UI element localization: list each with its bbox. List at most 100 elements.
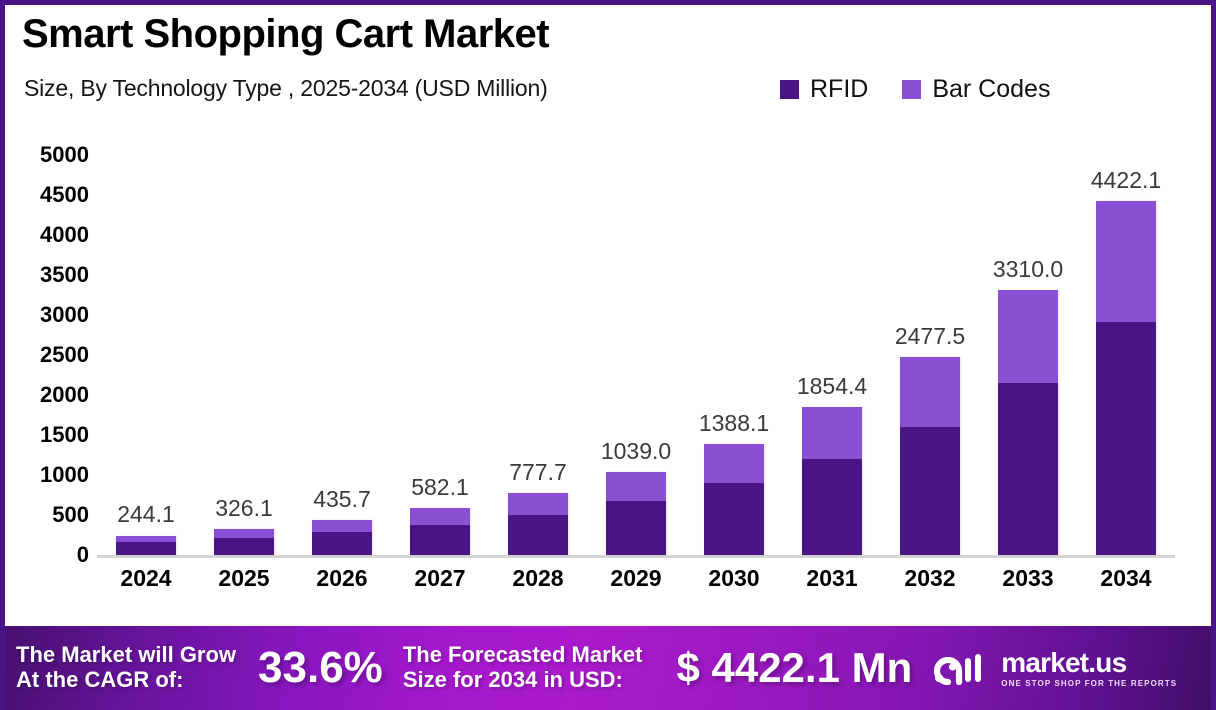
- bar-value-label: 244.1: [117, 501, 175, 528]
- x-axis-tick: 2032: [904, 565, 956, 591]
- market-us-logo-icon: [934, 654, 982, 685]
- y-axis-tick: 500: [52, 502, 89, 527]
- bar-group[interactable]: 777.7: [489, 155, 587, 555]
- x-axis-tick: 2024: [120, 565, 172, 591]
- legend-item-rfid[interactable]: RFID: [780, 77, 868, 102]
- bar-value-label: 1039.0: [600, 437, 672, 464]
- y-axis-tick: 4500: [40, 182, 89, 207]
- bar-segment-rfid[interactable]: [704, 483, 764, 555]
- bar-group[interactable]: 1388.1: [685, 155, 783, 555]
- bar-segment-rfid[interactable]: [410, 524, 470, 555]
- y-axis-tick: 2500: [40, 342, 89, 367]
- bar-value-label: 2477.5: [894, 322, 966, 349]
- plot-area: 244.1 326.1 435.7 582.1 777.7 1039.0 1388.1 185…: [97, 155, 1175, 558]
- cagr-caption: The Market will Grow At the CAGR of:: [16, 643, 236, 692]
- x-axis-tick: 2034: [1100, 565, 1152, 591]
- bar-group[interactable]: 582.1: [391, 155, 489, 555]
- x-axis-tick: 2026: [316, 565, 368, 591]
- x-axis-tick: 2028: [512, 565, 564, 591]
- y-axis-tick: 3000: [40, 302, 89, 327]
- bar-segment-bar-codes[interactable]: [998, 290, 1058, 384]
- cagr-caption-line2: At the CAGR of:: [16, 667, 184, 692]
- bar-segment-rfid[interactable]: [1096, 322, 1156, 555]
- logo-name: market.us: [1001, 646, 1127, 678]
- bar-stack[interactable]: [410, 508, 470, 555]
- chart-header: Smart Shopping Cart Market Size, By Tech…: [5, 5, 1211, 123]
- bar-segment-rfid[interactable]: [116, 542, 176, 555]
- bar-stack[interactable]: [900, 356, 960, 555]
- bar-value-label: 1388.1: [698, 409, 770, 436]
- forecast-caption-line1: The Forecasted Market: [402, 642, 643, 668]
- logo-tagline: ONE STOP SHOP FOR THE REPORTS: [1001, 678, 1178, 688]
- legend-swatch-bar-codes: [902, 80, 922, 99]
- x-axis-tick: 2029: [610, 565, 662, 591]
- stacked-bar-chart: 5000 4500 4000 3500 3000 2500 2000 1500 1000 500 0…: [5, 144, 1211, 610]
- bar-segment-rfid[interactable]: [998, 383, 1058, 555]
- bar-stack[interactable]: [998, 290, 1058, 555]
- bar-segment-bar-codes[interactable]: [214, 528, 274, 539]
- bar-stack[interactable]: [1096, 201, 1156, 555]
- x-axis-line: [97, 555, 1175, 558]
- bar-group[interactable]: 4422.1: [1077, 155, 1175, 555]
- bar-segment-rfid[interactable]: [312, 532, 372, 555]
- y-axis-tick: 2000: [40, 382, 89, 407]
- y-axis-tick: 1000: [40, 462, 89, 487]
- forecast-caption-line2: Size for 2034 in USD:: [402, 667, 623, 692]
- bar-segment-bar-codes[interactable]: [900, 356, 960, 427]
- bar-stack[interactable]: [312, 520, 372, 555]
- bar-segment-bar-codes[interactable]: [1096, 201, 1156, 323]
- forecast-value: $ 4422.1 Mn: [676, 644, 913, 691]
- bar-value-label: 1854.4: [796, 372, 868, 399]
- chart-legend: RFID Bar Codes: [780, 77, 1050, 102]
- bar-segment-rfid[interactable]: [508, 514, 568, 555]
- x-axis-tick: 2031: [806, 565, 858, 591]
- x-axis-tick: 2027: [414, 565, 466, 591]
- bar-segment-bar-codes[interactable]: [410, 508, 470, 525]
- bar-group[interactable]: 1039.0: [587, 155, 685, 555]
- legend-label-rfid: RFID: [810, 75, 869, 103]
- bar-stack[interactable]: [116, 535, 176, 555]
- bar-stack[interactable]: [704, 443, 764, 555]
- legend-item-bar-codes[interactable]: Bar Codes: [902, 77, 1050, 102]
- bar-value-label: 326.1: [215, 494, 273, 521]
- logo-wordmark: market.us ONE STOP SHOP FOR THE REPORTS: [1001, 646, 1178, 688]
- x-axis-tick: 2030: [708, 565, 760, 591]
- bar-value-label: 4422.1: [1090, 167, 1162, 194]
- market-us-logo[interactable]: market.us ONE STOP SHOP FOR THE REPORTS: [934, 646, 1178, 688]
- bar-segment-bar-codes[interactable]: [704, 443, 764, 484]
- y-axis: 5000 4500 4000 3500 3000 2500 2000 1500 1000 500 0: [5, 144, 89, 566]
- bar-segment-bar-codes[interactable]: [508, 492, 568, 515]
- bar-segment-bar-codes[interactable]: [312, 520, 372, 533]
- bar-value-label: 582.1: [411, 474, 469, 501]
- bar-group[interactable]: 2477.5: [881, 155, 979, 555]
- legend-label-bar-codes: Bar Codes: [932, 75, 1051, 103]
- x-axis-tick: 2033: [1002, 565, 1054, 591]
- bar-segment-rfid[interactable]: [606, 501, 666, 555]
- bar-segment-rfid[interactable]: [900, 426, 960, 555]
- forecast-caption: The Forecasted Market Size for 2034 in U…: [403, 643, 643, 692]
- legend-swatch-rfid: [780, 80, 799, 99]
- bar-stack[interactable]: [214, 528, 274, 555]
- y-axis-tick: 0: [76, 542, 89, 567]
- bar-series-container: 244.1 326.1 435.7 582.1 777.7 1039.0 1388.1 185…: [97, 155, 1175, 555]
- cagr-caption-line1: The Market will Grow: [16, 642, 237, 668]
- x-axis: 2024 2025 2026 2027 2028 2029 2030 2031 2032 2033…: [97, 565, 1175, 592]
- page-subtitle: Size, By Technology Type , 2025-2034 (US…: [24, 75, 548, 101]
- bar-stack[interactable]: [802, 406, 862, 555]
- y-axis-tick: 1500: [40, 422, 89, 447]
- bar-group[interactable]: 3310.0: [979, 155, 1077, 555]
- x-axis-tick: 2025: [218, 565, 270, 591]
- bar-segment-rfid[interactable]: [214, 538, 274, 555]
- bar-segment-bar-codes[interactable]: [116, 535, 176, 543]
- bar-segment-rfid[interactable]: [802, 458, 862, 555]
- y-axis-tick: 5000: [40, 142, 89, 167]
- bar-group[interactable]: 1854.4: [783, 155, 881, 555]
- bar-group[interactable]: 244.1: [97, 155, 195, 555]
- bar-stack[interactable]: [508, 492, 568, 555]
- bar-stack[interactable]: [606, 471, 666, 555]
- bar-segment-bar-codes[interactable]: [606, 471, 666, 502]
- bar-group[interactable]: 326.1: [195, 155, 293, 555]
- bar-group[interactable]: 435.7: [293, 155, 391, 555]
- bar-segment-bar-codes[interactable]: [802, 406, 862, 459]
